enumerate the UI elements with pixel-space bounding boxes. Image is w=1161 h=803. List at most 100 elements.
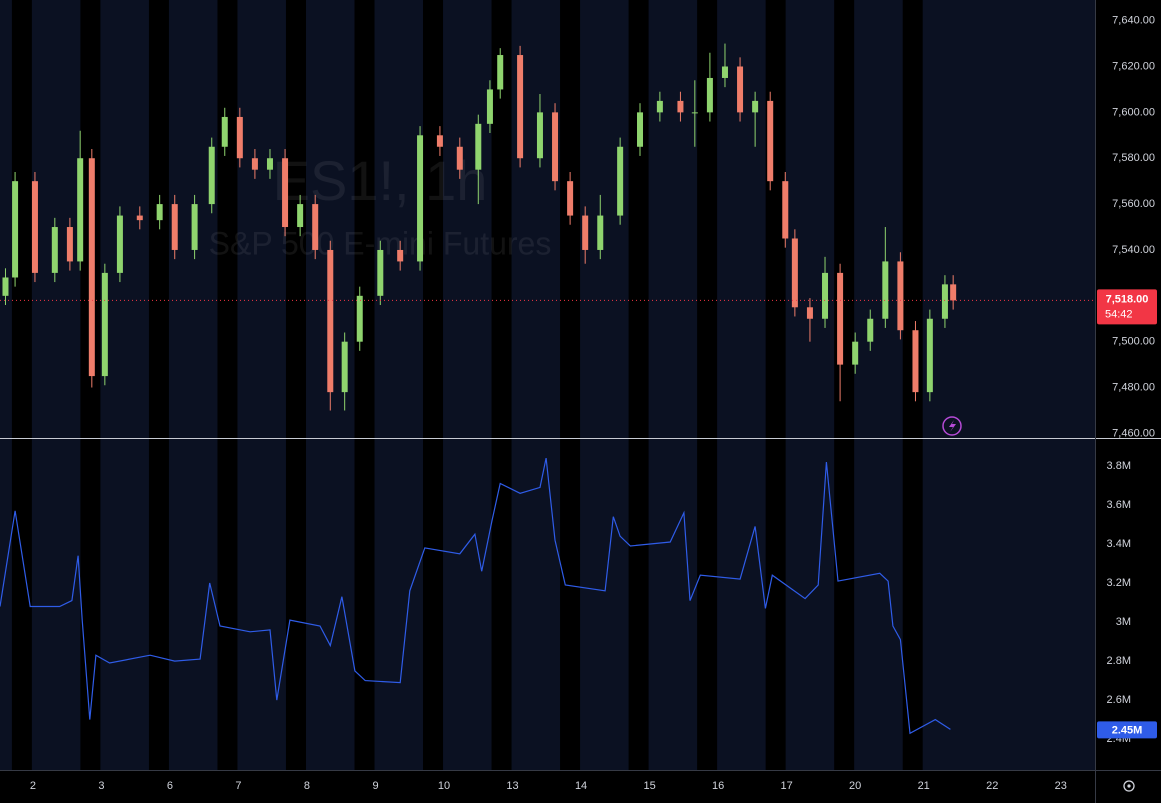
- session-band: [80, 0, 101, 770]
- y-tick-label: 7,460.00: [1112, 427, 1155, 439]
- x-tick-label: 13: [506, 780, 518, 792]
- session-band: [697, 0, 718, 770]
- candle-body: [867, 318, 874, 342]
- candle-body: [567, 181, 574, 216]
- candle-body: [752, 100, 759, 113]
- y-tick-label: 7,600.00: [1112, 106, 1155, 118]
- y-tick-label: 3M: [1116, 616, 1131, 628]
- candle-body: [51, 227, 58, 273]
- y-tick-label: 3.4M: [1107, 538, 1131, 550]
- candle-body: [721, 66, 728, 78]
- bar-countdown: 54:42: [1105, 308, 1133, 320]
- last-value-box: [1097, 721, 1157, 739]
- candle-body: [171, 204, 178, 250]
- y-tick-label: 2.6M: [1107, 694, 1131, 706]
- last-price-label: 7,518.00: [1106, 293, 1149, 305]
- y-tick-label: 7,640.00: [1112, 15, 1155, 27]
- x-tick-label: 22: [986, 780, 998, 792]
- settings-icon[interactable]: [1123, 780, 1135, 792]
- candle-body: [136, 215, 143, 221]
- candle-body: [497, 55, 504, 90]
- candle-body: [912, 330, 919, 393]
- candle-body: [88, 158, 95, 377]
- candle-body: [737, 66, 744, 113]
- candle-body: [950, 284, 957, 301]
- candle-body: [677, 100, 684, 113]
- session-bands: [11, 0, 923, 770]
- candle-body: [782, 181, 789, 239]
- x-tick-label: 17: [781, 780, 793, 792]
- session-band: [148, 0, 169, 770]
- y-tick-label: 7,540.00: [1112, 244, 1155, 256]
- x-tick-label: 23: [1055, 780, 1067, 792]
- candle-body: [297, 204, 304, 228]
- candle-body: [208, 146, 215, 205]
- x-tick-label: 3: [98, 780, 104, 792]
- session-band: [423, 0, 444, 770]
- y-tick-label: 3.6M: [1107, 499, 1131, 511]
- candle-body: [2, 277, 9, 296]
- candle-body: [637, 112, 644, 147]
- settings-icon-dot: [1127, 784, 1131, 788]
- y-tick-label: 7,560.00: [1112, 198, 1155, 210]
- candle-body: [251, 158, 258, 170]
- candle-body: [475, 123, 482, 170]
- x-tick-label: 10: [438, 780, 450, 792]
- candle-body: [806, 307, 813, 319]
- session-band: [354, 0, 375, 770]
- x-tick-label: 9: [372, 780, 378, 792]
- candle-body: [417, 135, 424, 262]
- candle-body: [31, 181, 38, 273]
- session-band: [217, 0, 238, 770]
- candle-body: [397, 249, 404, 262]
- session-band: [834, 0, 855, 770]
- candle-body: [377, 249, 384, 296]
- candle-body: [327, 249, 334, 393]
- x-tick-label: 2: [30, 780, 36, 792]
- candle-body: [941, 284, 948, 319]
- candle-body: [266, 158, 273, 170]
- candle-body: [882, 261, 889, 319]
- candle-body: [356, 295, 363, 342]
- x-tick-label: 16: [712, 780, 724, 792]
- candle-body: [456, 146, 463, 170]
- indicator-line: [0, 457, 951, 735]
- x-tick-label: 15: [643, 780, 655, 792]
- session-band: [628, 0, 649, 770]
- candle-body: [341, 341, 348, 393]
- watermark-title: ES1!, 1h: [273, 149, 488, 212]
- candle-body: [486, 89, 493, 124]
- candle-body: [852, 341, 859, 365]
- candle-body: [282, 158, 289, 228]
- candle-body: [691, 112, 698, 114]
- y-tick-label: 7,620.00: [1112, 60, 1155, 72]
- y-tick-label: 7,500.00: [1112, 336, 1155, 348]
- x-tick-label: 20: [849, 780, 861, 792]
- session-band: [765, 0, 786, 770]
- x-tick-label: 21: [918, 780, 930, 792]
- alert-icon[interactable]: [942, 416, 962, 436]
- session-band: [11, 0, 32, 770]
- y-tick-label: 2.8M: [1107, 655, 1131, 667]
- x-tick-label: 8: [304, 780, 310, 792]
- candle-body: [517, 55, 524, 159]
- candle-body: [706, 77, 713, 113]
- candle-body: [116, 215, 123, 273]
- candle-body: [101, 272, 108, 377]
- candle-body: [312, 204, 319, 250]
- session-band: [285, 0, 306, 770]
- session-band: [491, 0, 512, 770]
- candle-body: [617, 146, 624, 216]
- candle-body: [552, 112, 559, 182]
- candle-body: [767, 100, 774, 182]
- candle-body: [822, 272, 829, 319]
- y-tick-label: 7,580.00: [1112, 152, 1155, 164]
- candle-body: [656, 100, 663, 113]
- candle-body: [791, 238, 798, 308]
- last-value-label: 2.45M: [1112, 724, 1143, 736]
- alert-bolt: [949, 420, 956, 432]
- candle-body: [77, 158, 84, 262]
- candle-body: [897, 261, 904, 331]
- y-tick-label: 7,480.00: [1112, 381, 1155, 393]
